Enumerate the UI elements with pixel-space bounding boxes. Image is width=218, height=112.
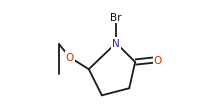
Text: O: O [154, 55, 162, 65]
Text: Br: Br [110, 13, 122, 23]
Text: O: O [66, 53, 74, 63]
Text: N: N [112, 39, 120, 49]
